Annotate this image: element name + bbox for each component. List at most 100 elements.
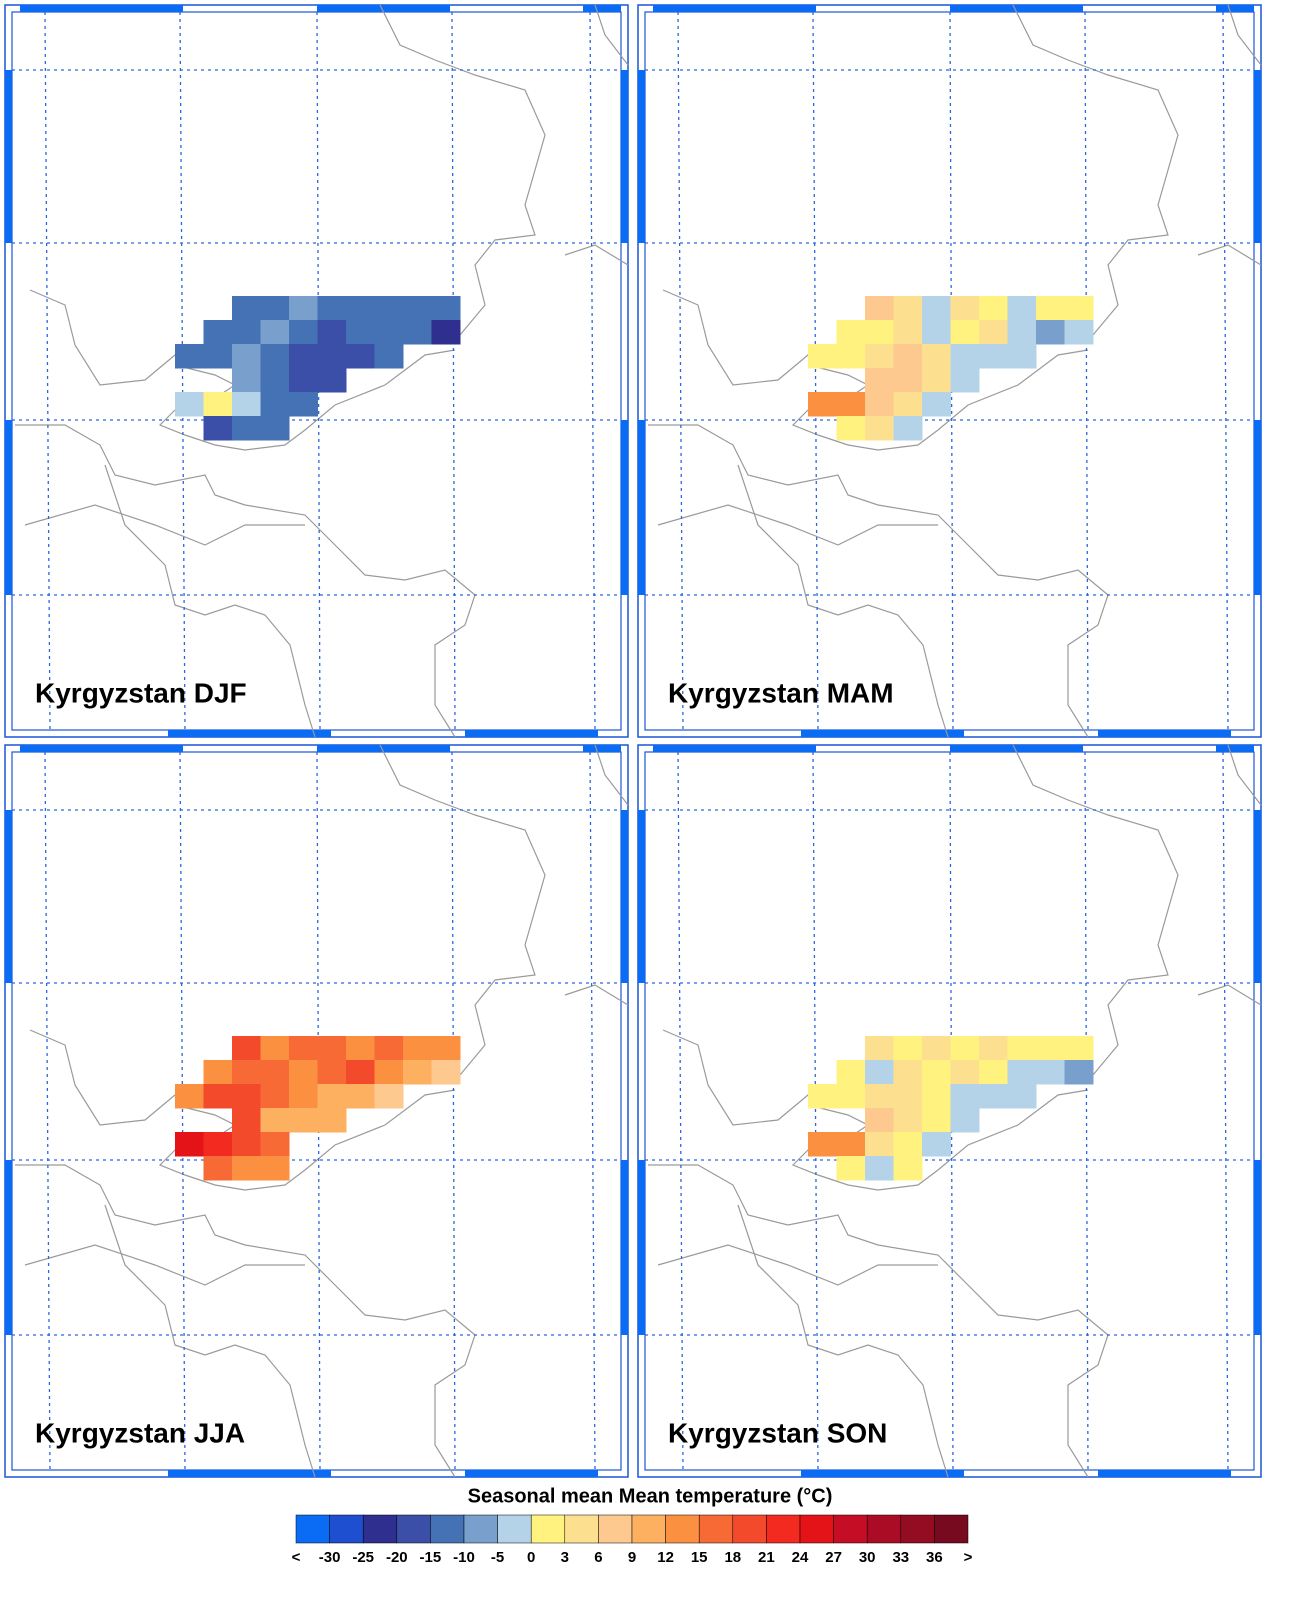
colorbar-label: -5	[491, 1549, 504, 1566]
grid-cell	[1007, 1060, 1037, 1085]
country-border	[104, 1204, 316, 1478]
grid-cell	[922, 1132, 951, 1157]
colorbar-box	[900, 1514, 935, 1544]
grid-cell	[203, 1060, 233, 1085]
grid-cell	[836, 392, 866, 417]
grid-cell	[865, 392, 894, 417]
grid-cell	[836, 1060, 866, 1085]
grid-cell	[260, 368, 290, 393]
colorbar-box	[665, 1514, 700, 1544]
country-border	[158, 349, 456, 451]
grid-cell	[950, 296, 980, 321]
grid-cell	[346, 1036, 375, 1061]
grid-cell	[203, 320, 233, 345]
grid-cell	[865, 1132, 894, 1157]
grid-cell	[1064, 1060, 1094, 1085]
grid-cell	[232, 1108, 261, 1133]
grid-cell	[289, 1108, 318, 1133]
grid-cell	[431, 296, 461, 321]
country-border	[791, 1089, 1089, 1191]
graticule	[451, 11, 456, 731]
map-panel: Kyrgyzstan DJF	[4, 4, 769, 738]
grid-cell	[175, 392, 204, 417]
grid-cell	[979, 1036, 1008, 1061]
grid-cell	[865, 1036, 894, 1061]
grid-cell	[836, 320, 866, 345]
grid-cell	[431, 320, 461, 345]
grid-cell	[232, 1156, 261, 1181]
grid-cell	[289, 368, 318, 393]
grid-cell	[317, 1060, 347, 1085]
grid-cell	[431, 1036, 461, 1061]
grid-cell	[893, 1036, 923, 1061]
grid-cell	[893, 1156, 923, 1181]
grid-cell	[1036, 1060, 1065, 1085]
edge-bar	[638, 420, 645, 595]
grid-cell	[1007, 1036, 1037, 1061]
edge-bar	[1254, 70, 1261, 243]
grid-cell	[203, 416, 233, 441]
panel-title: Kyrgyzstan JJA	[35, 1417, 245, 1448]
colorbar-label: 0	[527, 1549, 535, 1566]
grid-cell	[175, 344, 204, 369]
colorbar-label: 15	[691, 1549, 708, 1566]
edge-bar	[317, 745, 450, 752]
edge-bar	[5, 420, 12, 595]
colorbar-box	[497, 1514, 532, 1544]
edge-bar	[5, 810, 12, 983]
grid-cell	[836, 416, 866, 441]
grid-cell	[260, 344, 290, 369]
colorbar-box	[362, 1514, 398, 1544]
panel-title: Kyrgyzstan MAM	[668, 677, 894, 708]
grid-cell	[808, 1132, 837, 1157]
grid-cell	[950, 1036, 980, 1061]
colorbar-label: 18	[724, 1549, 741, 1566]
colorbar-box	[799, 1514, 834, 1544]
grid-cell	[317, 1108, 347, 1133]
grid-cell	[260, 1156, 290, 1181]
edge-bar	[20, 745, 183, 752]
grid-cell	[950, 1060, 980, 1085]
grid-cell	[1064, 296, 1094, 321]
grid-cell	[289, 344, 318, 369]
grid-cell	[260, 296, 290, 321]
grid-cell	[203, 1132, 233, 1157]
edge-bar	[1098, 1470, 1231, 1477]
edge-bar	[1216, 5, 1254, 12]
grid-cell	[346, 1084, 375, 1109]
grid-cell	[1036, 1036, 1065, 1061]
colorbar-label: 36	[926, 1549, 943, 1566]
grid-cell	[403, 1036, 432, 1061]
edge-bar	[950, 745, 1083, 752]
grid-cell	[232, 296, 261, 321]
grid-cell	[317, 1036, 347, 1061]
colorbar-label: 9	[628, 1549, 636, 1566]
graticule	[44, 11, 51, 731]
edge-bar	[801, 1470, 964, 1477]
grid-cell	[893, 1108, 923, 1133]
grid-cell	[979, 1060, 1008, 1085]
grid-cell	[893, 344, 923, 369]
colorbar-title: Seasonal mean Mean temperature (°C)	[468, 1485, 833, 1507]
colorbar-label: 12	[657, 1549, 674, 1566]
grid-cell	[403, 320, 432, 345]
edge-bar	[653, 745, 816, 752]
colorbar-label: 27	[825, 1549, 842, 1566]
colorbar-box	[631, 1514, 666, 1544]
country-border	[1012, 744, 1179, 1076]
graticule	[677, 751, 684, 1471]
edge-bar	[638, 70, 645, 243]
grid-cell	[289, 1084, 318, 1109]
grid-cell	[865, 296, 894, 321]
edge-bar	[20, 5, 183, 12]
country-border	[1197, 244, 1262, 266]
grid-cell	[289, 320, 318, 345]
colorbar-box	[564, 1514, 599, 1544]
colorbar-box	[732, 1514, 767, 1544]
grid-cell	[893, 296, 923, 321]
country-border	[1012, 4, 1179, 336]
grid-cell	[232, 1036, 261, 1061]
colorbar-box	[463, 1514, 498, 1544]
graticule	[1084, 751, 1089, 1471]
grid-cell	[865, 344, 894, 369]
